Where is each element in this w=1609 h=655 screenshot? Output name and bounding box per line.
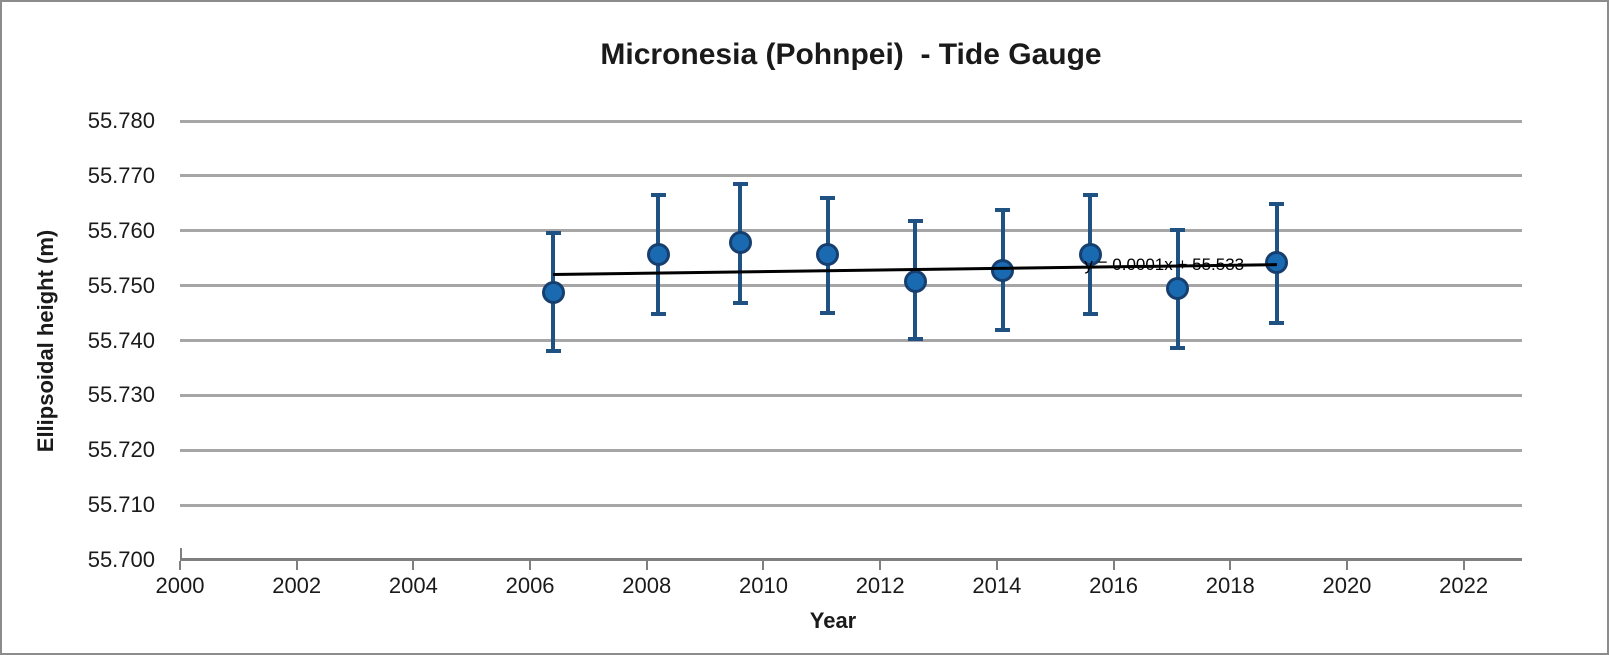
error-cap-bottom [545,348,561,353]
x-tick-label: 2006 [505,573,555,598]
x-tick-mark [645,561,648,570]
x-tick-mark [879,561,882,570]
x-axis-title: Year [809,608,857,633]
trendline-equation-label: y = 0.0001x + 55.533 [1084,255,1245,275]
error-cap-top [1170,227,1186,232]
data-point-marker [646,243,670,267]
gridline [180,339,1522,342]
y-tick-label: 55.780 [87,108,155,133]
plot-area: Year y = 0.0001x + 55.533 55.780 55.770 55… [88,108,1522,633]
y-tick-label: 55.760 [87,217,155,243]
error-cap-top [820,195,836,200]
x-tick-mark [1345,561,1348,570]
y-axis-title-text: Ellipsoidal height (m) [33,229,59,452]
y-tick-label: 55.700 [87,547,155,572]
gridline [180,174,1522,178]
error-cap-bottom [907,336,923,341]
x-tick-mark [1462,561,1465,570]
error-cap-top [1082,193,1098,198]
x-tick-mark [995,561,998,570]
error-cap-top [545,231,561,236]
y-tick-label: 55.750 [87,272,155,298]
data-point-marker [1265,251,1289,275]
error-cap-bottom [1170,345,1186,350]
error-cap-top [1269,202,1285,207]
error-cap-top [650,193,666,198]
x-tick-label: 2002 [272,573,322,598]
error-cap-bottom [995,327,1011,332]
error-cap-top [907,218,923,223]
x-tick-label: 2020 [1322,573,1372,598]
x-tick-mark [1112,561,1115,570]
data-point-marker [991,258,1015,282]
x-tick-label: 2004 [388,573,438,598]
gridline [180,393,1522,397]
error-cap-bottom [1082,312,1098,317]
x-tick-label: 2000 [155,573,205,598]
x-tick-mark [762,561,765,570]
x-tick-mark [412,561,415,570]
x-tick-label: 2018 [1205,573,1255,598]
error-cap-bottom [820,310,836,315]
x-tick-label: 2010 [738,573,788,598]
y-tick-label: 55.730 [87,382,155,408]
x-tick-label: 2014 [972,573,1022,598]
y-tick-label: 55.720 [87,437,155,463]
error-cap-top [732,181,748,186]
gridline [180,284,1522,288]
gridline [180,119,1522,123]
y-tick-label: 55.710 [87,492,155,518]
error-cap-bottom [1269,320,1285,325]
x-tick-mark [529,561,532,570]
x-axis-line [180,558,1522,561]
error-cap-bottom [650,312,666,317]
x-tick-label: 2016 [1089,573,1139,598]
chart-title: Micronesia (Pohnpei) - Tide Gauge [600,38,1102,71]
data-point-marker [1166,277,1190,301]
data-point-marker [816,242,840,266]
x-tick-label: 2008 [622,573,672,598]
gridline [180,448,1522,452]
y-tick-label: 55.770 [87,162,155,188]
x-tick-mark [179,561,181,570]
x-tick-label: 2012 [855,573,905,598]
x-tick-label: 2022 [1439,573,1489,598]
error-cap-bottom [732,300,748,305]
gridline [180,503,1522,507]
x-tick-mark [295,561,298,570]
axis-corner-tick [180,548,182,559]
gridline [180,229,1522,233]
x-tick-mark [1229,561,1232,570]
data-point-marker [903,269,927,293]
data-point-marker [541,281,565,305]
error-cap-top [995,208,1011,213]
data-point-marker [728,231,752,255]
y-tick-label: 55.740 [87,327,155,353]
